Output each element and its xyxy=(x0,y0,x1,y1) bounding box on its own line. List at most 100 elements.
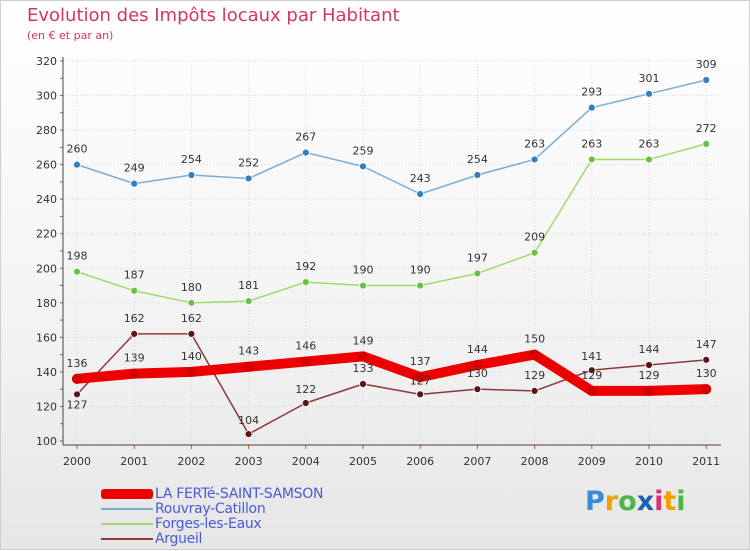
legend-label-rouvray-catillon: Rouvray-Catillon xyxy=(155,501,266,517)
logo-letter: r xyxy=(604,486,619,517)
logo-letter: i xyxy=(676,486,686,517)
data-point xyxy=(530,387,539,395)
logo-letter: o xyxy=(618,486,637,517)
data-point xyxy=(301,278,310,286)
logo-letter: i xyxy=(654,486,664,517)
data-label: 144 xyxy=(639,343,660,356)
data-label: 267 xyxy=(295,131,316,144)
data-label: 254 xyxy=(181,153,202,166)
data-label: 136 xyxy=(67,357,88,370)
legend-swatch-rouvray-catillon xyxy=(101,508,153,510)
data-point xyxy=(529,349,540,360)
y-tick-label: 160 xyxy=(36,331,57,344)
data-label: 149 xyxy=(353,334,374,347)
data-label: 146 xyxy=(295,340,316,353)
data-label: 150 xyxy=(524,333,545,346)
legend-label-forges-les-eaux: Forges-les-Eaux xyxy=(155,516,262,532)
data-point xyxy=(702,76,711,84)
data-point xyxy=(244,174,253,183)
data-label: 260 xyxy=(67,143,88,156)
data-label: 252 xyxy=(238,156,259,169)
data-label: 141 xyxy=(581,350,602,363)
data-point xyxy=(130,179,139,188)
series-line-3 xyxy=(76,333,707,435)
data-point xyxy=(359,162,367,171)
logo-letter: P xyxy=(585,486,605,517)
data-label: 263 xyxy=(639,137,660,150)
data-label: 190 xyxy=(353,264,374,277)
data-label: 209 xyxy=(524,231,545,244)
data-label: 293 xyxy=(581,86,602,99)
data-point xyxy=(472,360,483,370)
data-label: 162 xyxy=(181,312,202,325)
x-tick-label: 2002 xyxy=(177,455,205,468)
data-point xyxy=(416,390,425,399)
y-tick-label: 300 xyxy=(36,90,57,103)
x-tick-label: 2004 xyxy=(292,455,320,468)
data-label: 122 xyxy=(295,383,316,396)
data-point xyxy=(530,248,539,257)
data-point xyxy=(73,390,81,399)
legend-item-la-ferte-saint-samson: LA FERTé-SAINT-SAMSON xyxy=(101,486,323,502)
legend-swatch-forges-les-eaux xyxy=(101,523,153,525)
data-point xyxy=(130,330,139,338)
data-point xyxy=(702,140,711,148)
y-tick-label: 120 xyxy=(36,400,57,413)
data-label: 263 xyxy=(524,137,545,150)
x-tick-label: 2001 xyxy=(120,455,148,468)
data-label: 181 xyxy=(238,279,259,292)
legend-label-la-ferte-saint-samson: LA FERTé-SAINT-SAMSON xyxy=(155,486,324,502)
data-point xyxy=(359,380,367,388)
data-label: 259 xyxy=(353,144,374,157)
x-tick-label: 2005 xyxy=(349,455,377,468)
data-label: 130 xyxy=(696,367,717,380)
data-point xyxy=(587,103,596,112)
data-point xyxy=(473,269,482,278)
data-label: 198 xyxy=(67,250,88,263)
data-point xyxy=(73,160,81,169)
series-line-1 xyxy=(76,79,707,195)
data-point xyxy=(186,366,197,377)
y-tick-label: 100 xyxy=(36,435,57,448)
data-point xyxy=(300,356,311,367)
data-point xyxy=(301,148,310,157)
data-point xyxy=(73,267,81,276)
x-tick-label: 2010 xyxy=(635,455,663,468)
x-tick-label: 2000 xyxy=(63,455,91,468)
data-point xyxy=(187,330,196,338)
logo-letter: x xyxy=(636,486,655,517)
data-label: 139 xyxy=(124,352,145,365)
data-point xyxy=(187,298,196,307)
data-point xyxy=(645,155,653,164)
chart-title: Evolution des Impôts locaux par Habitant xyxy=(27,5,400,26)
y-tick-label: 200 xyxy=(36,262,57,275)
data-label: 180 xyxy=(181,281,202,294)
data-label: 129 xyxy=(524,369,545,382)
data-point xyxy=(244,430,253,438)
data-label: 192 xyxy=(295,260,316,273)
data-point xyxy=(244,297,253,305)
data-label: 249 xyxy=(124,162,145,175)
data-point xyxy=(587,155,596,164)
data-label: 127 xyxy=(410,374,431,387)
legend-item-rouvray-catillon: Rouvray-Catillon xyxy=(101,501,266,517)
legend-label-argueil: Argueil xyxy=(155,531,203,547)
data-point xyxy=(416,281,425,290)
data-label: 147 xyxy=(696,338,717,351)
data-point xyxy=(129,368,140,379)
data-point xyxy=(644,385,654,396)
series-line-2 xyxy=(76,143,707,304)
data-label: 137 xyxy=(410,355,431,368)
data-point xyxy=(130,286,139,295)
x-tick-label: 2007 xyxy=(463,455,491,468)
chart-subtitle: (en € et par an) xyxy=(27,29,114,42)
data-point xyxy=(645,89,653,98)
data-label: 263 xyxy=(581,137,602,150)
data-point xyxy=(72,373,82,384)
data-label: 190 xyxy=(410,264,431,277)
x-tick-label: 2008 xyxy=(521,455,549,468)
data-point xyxy=(243,361,254,372)
data-point xyxy=(358,351,368,362)
